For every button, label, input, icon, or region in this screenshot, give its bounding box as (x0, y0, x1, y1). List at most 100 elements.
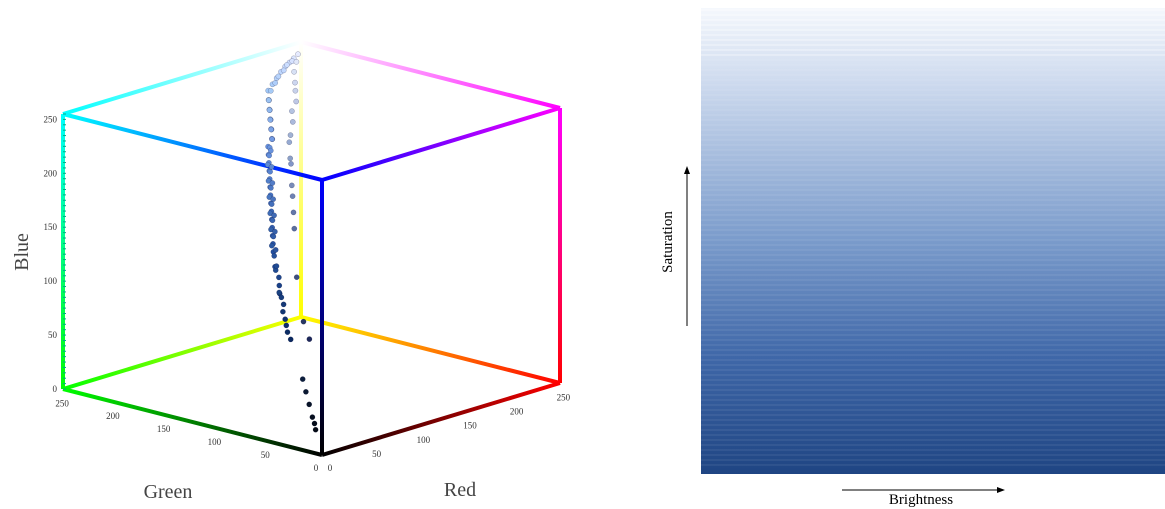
scatter-point (273, 263, 280, 269)
scatter-point (268, 201, 275, 207)
scatter-point (293, 274, 300, 281)
axis-title-blue: Blue (11, 233, 33, 271)
tick-label-blue: 0 (53, 384, 58, 394)
scatter-point (309, 414, 316, 420)
scatter-point (291, 225, 298, 232)
cube-edge-blue-cyan (62, 112, 323, 182)
scatter-point (292, 79, 298, 86)
tick-label-blue: 150 (44, 222, 58, 232)
scatter-point (266, 152, 273, 159)
tick-label-blue: 200 (44, 168, 58, 178)
scatter-point (266, 107, 273, 113)
tick-label-red: 150 (463, 421, 477, 431)
scatter-point (268, 163, 275, 170)
saturation-label: Saturation (660, 211, 676, 273)
brightness-label: Brightness (889, 492, 953, 508)
saturation-arrow-head (684, 166, 690, 174)
scatter-point (267, 116, 274, 123)
tick-label-blue: 250 (44, 114, 58, 124)
scatter-point (292, 87, 299, 94)
scatter-point (280, 67, 287, 74)
scatter-point (268, 126, 275, 133)
scatter-point (267, 168, 273, 175)
tick-label-green: 0 (314, 463, 319, 473)
scatter-point (284, 62, 290, 68)
cube-edge-cyan-white (62, 40, 302, 116)
axis-ticks: 0 50 100 150 200 250 0 50 100 150 200 250 0 50 100 150 2… (44, 113, 571, 473)
scatter-point (280, 301, 287, 308)
scatter-point (272, 228, 278, 235)
scatter-point (267, 87, 274, 94)
scatter-point (267, 147, 274, 154)
scatter-point (270, 233, 277, 240)
scatter-point (291, 68, 297, 75)
scatter-point (290, 209, 297, 216)
scatter-point (284, 329, 291, 335)
tick-label-red: 200 (510, 407, 524, 417)
scatter-point (299, 376, 306, 382)
axis-title-red: Red (444, 479, 476, 501)
cube-edge-blue-magenta (321, 106, 561, 182)
scatter-point (269, 136, 275, 143)
scatter-point (283, 322, 290, 329)
scatter-point (312, 426, 319, 433)
scatter-point (265, 97, 272, 104)
tick-label-green: 200 (106, 411, 120, 421)
saturation-brightness-panel: Saturation Brightness (660, 8, 1165, 508)
tick-label-blue: 100 (44, 276, 58, 286)
cube-edge-black-red (321, 381, 561, 457)
scatter-point (276, 274, 282, 281)
scatter-point (268, 185, 274, 191)
gradient-area (701, 8, 1165, 474)
scatter-point (269, 217, 276, 224)
scatter-point (276, 282, 283, 289)
scatter-point (272, 80, 279, 86)
scatter-point (293, 98, 300, 105)
scatter-point (293, 58, 300, 65)
axis-title-green: Green (144, 481, 193, 503)
tick-label-green: 150 (157, 424, 171, 434)
scatter-point (280, 308, 286, 315)
scatter-point (300, 318, 307, 325)
scatter-point (270, 196, 277, 203)
tick-label-red: 100 (417, 435, 431, 445)
scatter-point (272, 247, 279, 253)
rgb-cube-scatter-chart: 0 50 100 150 200 250 0 50 100 150 200 250 0 50 100 150 2… (11, 40, 571, 503)
cube-edge-magenta-white (300, 40, 561, 110)
scatter-point (306, 336, 313, 342)
scatter-point (278, 294, 285, 301)
cube-edge-black-green (62, 387, 323, 457)
scatter-point (268, 242, 275, 249)
cube-edge-red-yellow (300, 315, 561, 385)
scatter-points (264, 51, 319, 433)
scatter-point (282, 316, 289, 323)
scatter-point (269, 180, 276, 186)
tick-label-green: 100 (208, 437, 222, 447)
tick-label-red: 50 (372, 449, 382, 459)
tick-label-red: 250 (557, 392, 571, 402)
tick-label-blue: 50 (48, 330, 58, 340)
scatter-point (288, 160, 294, 167)
scatter-point (271, 212, 277, 219)
scatter-point (311, 420, 318, 427)
gradient-stripes (701, 9, 1165, 466)
cube-edges (61, 40, 562, 457)
scatter-point (286, 139, 293, 146)
tick-label-green: 50 (261, 450, 271, 460)
scatter-point (289, 193, 296, 200)
scatter-point (275, 73, 282, 80)
scatter-point (306, 401, 313, 408)
scatter-point (288, 182, 295, 189)
scatter-point (271, 253, 278, 259)
scatter-point (287, 132, 294, 138)
brightness-arrow-head (997, 487, 1005, 493)
scatter-point (289, 108, 295, 114)
tick-label-green: 250 (55, 398, 69, 408)
scatter-point (303, 388, 309, 395)
cube-edge-green-yellow (62, 315, 302, 391)
scatter-point (287, 155, 294, 162)
scatter-point (287, 336, 294, 343)
scatter-point (289, 119, 296, 125)
tick-label-red: 0 (328, 463, 333, 473)
scatter-point (295, 51, 301, 58)
